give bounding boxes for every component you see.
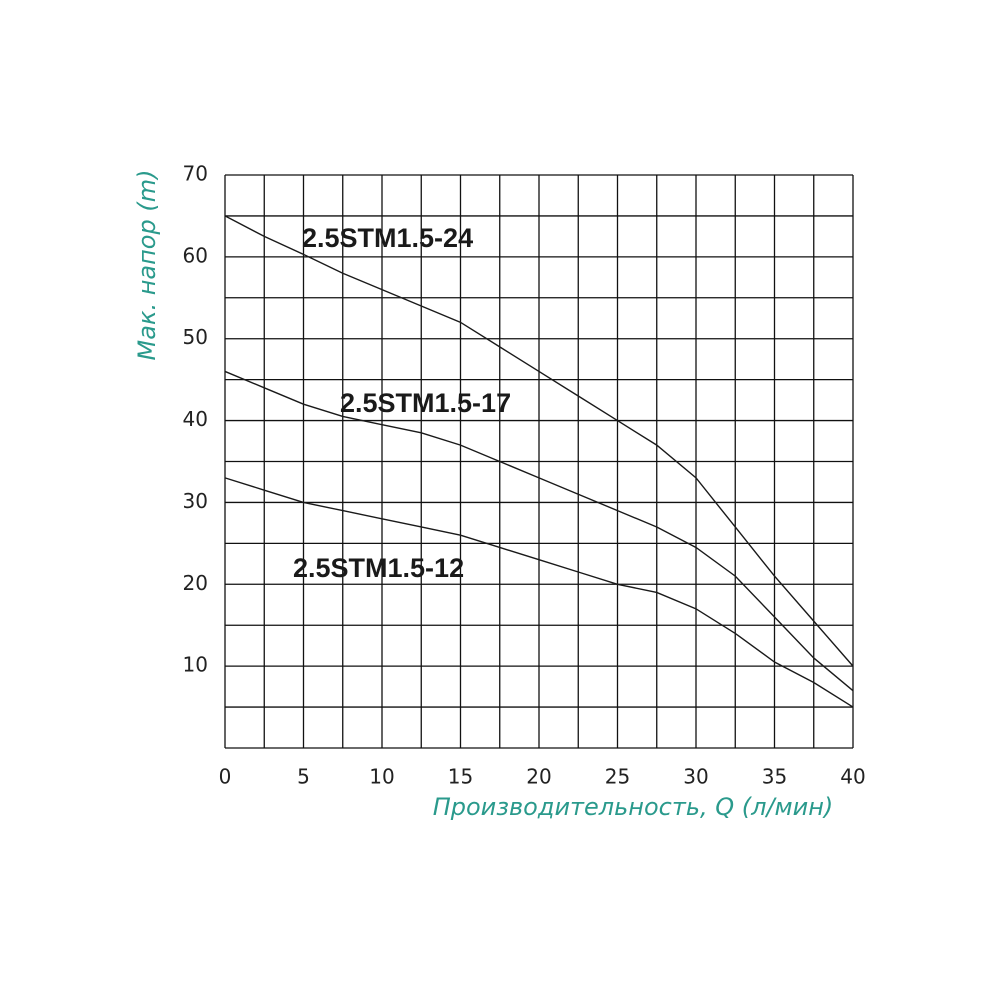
y-axis-title: Мак. напор (m) [133,170,161,361]
y-tick-label: 20 [183,571,208,595]
x-tick-label: 0 [219,765,232,789]
y-tick-label: 50 [183,325,208,349]
x-tick-label: 5 [297,765,310,789]
x-tick-label: 40 [840,765,865,789]
series-line [224,477,854,708]
x-tick-label: 15 [448,765,473,789]
series-line [224,215,854,667]
y-tick-label: 30 [183,489,208,513]
series-label: 2.5STM1.5-12 [293,553,464,583]
y-tick-label: 60 [183,243,208,267]
x-tick-label: 10 [369,765,394,789]
y-tick-label: 70 [183,162,208,186]
x-axis-title: Производительность, Q (л/мин) [433,793,834,821]
y-tick-label: 40 [183,407,208,431]
series-label: 2.5STM1.5-17 [340,388,511,418]
x-tick-label: 35 [762,765,787,789]
series-label: 2.5STM1.5-24 [302,223,473,253]
series-line [224,370,854,692]
y-tick-label: 10 [183,653,208,677]
x-tick-label: 20 [526,765,551,789]
x-tick-label: 30 [683,765,708,789]
x-tick-label: 25 [605,765,630,789]
